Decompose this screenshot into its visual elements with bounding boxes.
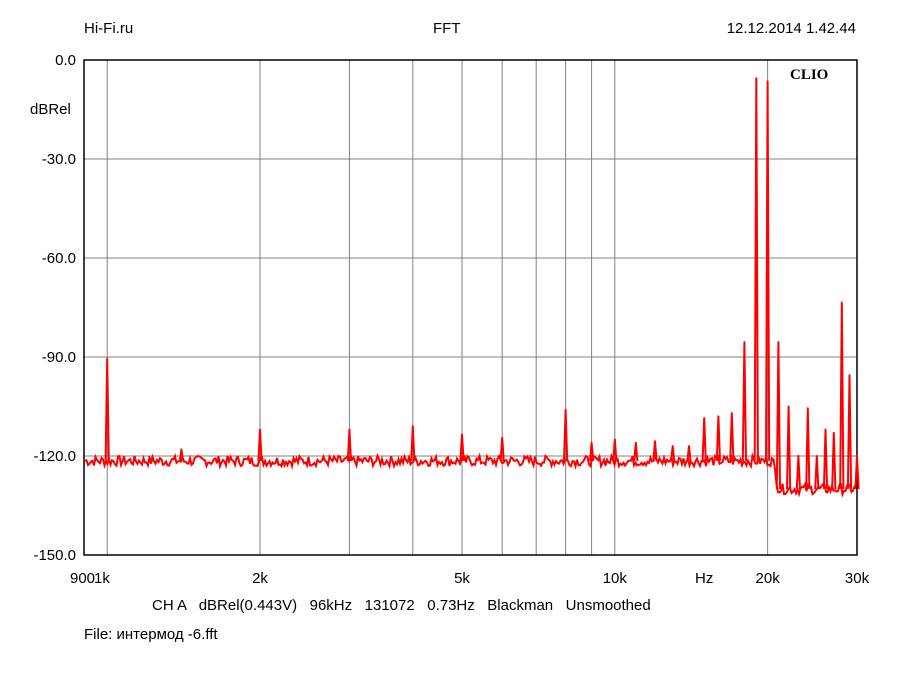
- info-channel: CH A: [152, 597, 187, 614]
- file-label: File:: [84, 626, 113, 643]
- x-tick-label: 1k: [94, 570, 110, 587]
- spectrum-peak: [741, 341, 747, 462]
- y-tick-label: -60.0: [42, 250, 76, 267]
- spectrum-peak: [104, 357, 110, 462]
- y-tick-label: 0.0: [55, 52, 76, 69]
- spectrum-peak: [670, 445, 676, 462]
- y-tick-label: -150.0: [33, 547, 76, 564]
- spectrum-peak: [346, 428, 352, 462]
- x-tick-label: 5k: [454, 570, 470, 587]
- spectrum-peak: [612, 438, 618, 462]
- x-tick-label: 900: [70, 570, 95, 587]
- spectrum-peak: [822, 428, 829, 490]
- info-sample-rate: 96kHz: [309, 597, 353, 614]
- clio-logo: CLIO: [790, 67, 828, 83]
- spectrum-peak: [831, 431, 837, 490]
- info-unit: dBRel(0.443V): [198, 597, 298, 614]
- noise-floor-line: [84, 452, 857, 498]
- spectrum-peak: [814, 455, 820, 490]
- header-timestamp: 12.12.2014 1.42.44: [726, 20, 856, 37]
- file-info: File: интермод -6.fft: [84, 626, 218, 643]
- spectrum-peak: [686, 445, 692, 462]
- x-tick-label: Hz: [695, 570, 713, 587]
- measurement-info: CH A dBRel(0.443V) 96kHz 131072 0.73Hz B…: [152, 597, 651, 614]
- x-tick-label: 20k: [756, 570, 781, 587]
- spectrum-peak: [410, 425, 416, 462]
- x-tick-label: 2k: [252, 570, 268, 587]
- header-site: Hi-Fi.ru: [84, 20, 134, 37]
- info-smoothing: Unsmoothed: [565, 597, 651, 614]
- spectrum-peak: [499, 436, 505, 462]
- spectrum-peak: [563, 408, 569, 462]
- fft-trace: [84, 77, 860, 498]
- spectrum-peak: [715, 415, 721, 462]
- info-fft-size: 131072: [364, 597, 415, 614]
- spectrum-peak: [805, 407, 811, 490]
- file-name: интермод -6.fft: [116, 626, 218, 643]
- spectrum-peak: [652, 440, 658, 462]
- info-window: Blackman: [487, 597, 554, 614]
- spectrum-peak: [178, 448, 184, 462]
- x-tick-label: 30k: [845, 570, 870, 587]
- spectrum-peak: [257, 428, 263, 462]
- header-title: FFT: [433, 20, 461, 37]
- spectrum-peak: [846, 374, 853, 490]
- spectrum-peak: [459, 433, 465, 462]
- plot-frame: [83, 59, 858, 556]
- chart-grid: [84, 59, 858, 556]
- y-axis-label: dBRel: [30, 101, 71, 118]
- spectrum-peak: [753, 77, 759, 462]
- spectrum-peak: [839, 301, 845, 490]
- y-tick-labels: 0.0 -30.0 -60.0 -90.0 -120.0 -150.0: [33, 52, 76, 564]
- spectrum-peak: [633, 441, 639, 462]
- y-tick-label: -30.0: [42, 151, 76, 168]
- y-tick-label: -90.0: [42, 349, 76, 366]
- spectrum-peak: [729, 412, 735, 462]
- spectrum-peak: [786, 405, 792, 490]
- spectrum-peak: [589, 441, 595, 462]
- spectrum-peak: [775, 341, 781, 490]
- spectrum-peak: [701, 417, 707, 462]
- spectrum-peak: [765, 80, 771, 462]
- info-resolution: 0.73Hz: [427, 597, 475, 614]
- spectrum-peak: [795, 455, 801, 490]
- spectrum-peak: [854, 455, 860, 490]
- x-tick-label: 10k: [603, 570, 628, 587]
- y-tick-label: -120.0: [33, 448, 76, 465]
